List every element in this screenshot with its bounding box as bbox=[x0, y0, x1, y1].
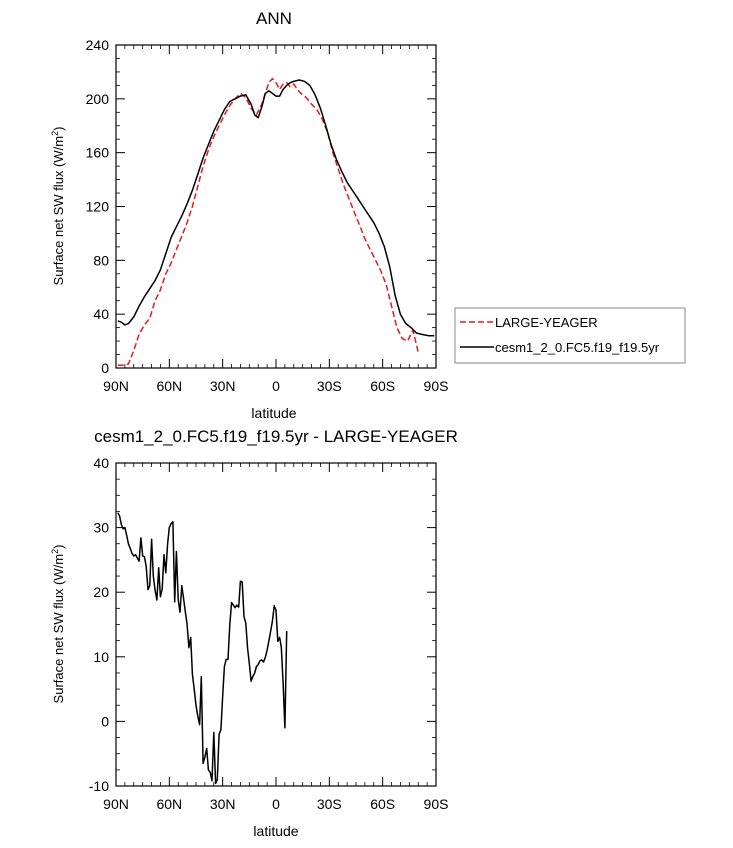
top-chart-y-axis-label-close: ) bbox=[51, 127, 66, 131]
bottom-chart-x-tick-label: 30N bbox=[210, 796, 236, 812]
bottom-chart-x-tick-label: 60S bbox=[370, 796, 395, 812]
top-chart-series-line-1 bbox=[117, 79, 435, 337]
bottom-chart-y-axis-label: Surface net SW flux (W/m2) bbox=[50, 545, 66, 704]
top-chart-title: ANN bbox=[256, 9, 292, 28]
bottom-chart-series-line-0 bbox=[117, 512, 288, 785]
bottom-chart-title: cesm1_2_0.FC5.f19_f19.5yr - LARGE-YEAGER bbox=[94, 427, 458, 446]
top-chart-x-axis-label: latitude bbox=[251, 405, 296, 421]
top-chart-y-tick-label: 80 bbox=[93, 252, 109, 268]
bottom-chart-x-axis-label: latitude bbox=[253, 823, 298, 839]
bottom-chart-x-tick-label: 90S bbox=[424, 796, 449, 812]
bottom-chart-plot-area: 90N 60N 30N 0 30S 60S 90S -10 0 10 20 30 40 bbox=[89, 455, 449, 812]
top-chart-series-line-0 bbox=[117, 77, 419, 367]
bottom-chart-y-tick-label: 30 bbox=[93, 520, 109, 536]
bottom-chart-y-axis-label-close: ) bbox=[51, 545, 66, 549]
top-chart-y-tick-label: 160 bbox=[86, 145, 110, 161]
bottom-chart-x-tick-label: 0 bbox=[272, 796, 280, 812]
bottom-chart-y-tick-label: 20 bbox=[93, 584, 109, 600]
bottom-chart-x-tick-label: 60N bbox=[156, 796, 182, 812]
bottom-chart-x-tick-label: 90N bbox=[103, 796, 129, 812]
top-chart: ANN 90N 60N 30N 0 30S 60S 90S 0 40 80 120 160 200 240… bbox=[50, 9, 448, 421]
top-chart-y-tick-label: 240 bbox=[86, 37, 110, 53]
bottom-chart-y-tick-label: 0 bbox=[101, 713, 109, 729]
top-chart-y-tick-label: 120 bbox=[86, 199, 110, 215]
top-chart-x-tick-label: 90S bbox=[424, 378, 449, 394]
top-chart-y-axis-label-main: Surface net SW flux (W/m bbox=[51, 136, 66, 286]
top-chart-y-tick-label: 0 bbox=[101, 360, 109, 376]
top-chart-y-axis-label: Surface net SW flux (W/m2) bbox=[50, 127, 66, 286]
bottom-chart-y-axis-label-sup: 2 bbox=[50, 549, 60, 554]
bottom-chart-y-axis-label-main: Surface net SW flux (W/m bbox=[51, 554, 66, 704]
top-chart-plot-area: 90N 60N 30N 0 30S 60S 90S 0 40 80 120 160 200 240 bbox=[86, 37, 449, 394]
legend: LARGE-YEAGER cesm1_2_0.FC5.f19_f19.5yr bbox=[454, 307, 686, 364]
bottom-chart: cesm1_2_0.FC5.f19_f19.5yr - LARGE-YEAGER… bbox=[50, 427, 458, 839]
legend-label-large-yeager: LARGE-YEAGER bbox=[495, 315, 598, 330]
top-chart-y-axis-label-sup: 2 bbox=[50, 131, 60, 136]
bottom-chart-y-tick-label: -10 bbox=[89, 778, 109, 794]
bottom-chart-y-tick-label: 40 bbox=[93, 455, 109, 471]
bottom-chart-frame bbox=[115, 462, 437, 787]
top-chart-x-tick-label: 60S bbox=[370, 378, 395, 394]
top-chart-frame bbox=[115, 44, 437, 369]
top-chart-y-tick-label: 200 bbox=[86, 91, 110, 107]
top-chart-x-tick-label: 30S bbox=[317, 378, 342, 394]
top-chart-x-tick-label: 30N bbox=[210, 378, 236, 394]
top-chart-x-tick-label: 60N bbox=[156, 378, 182, 394]
bottom-chart-x-tick-label: 30S bbox=[317, 796, 342, 812]
legend-box bbox=[454, 307, 686, 364]
legend-label-cesm: cesm1_2_0.FC5.f19_f19.5yr bbox=[495, 340, 660, 355]
top-chart-x-tick-label: 0 bbox=[272, 378, 280, 394]
top-chart-y-tick-label: 40 bbox=[93, 306, 109, 322]
top-chart-x-tick-label: 90N bbox=[103, 378, 129, 394]
bottom-chart-y-tick-label: 10 bbox=[93, 649, 109, 665]
